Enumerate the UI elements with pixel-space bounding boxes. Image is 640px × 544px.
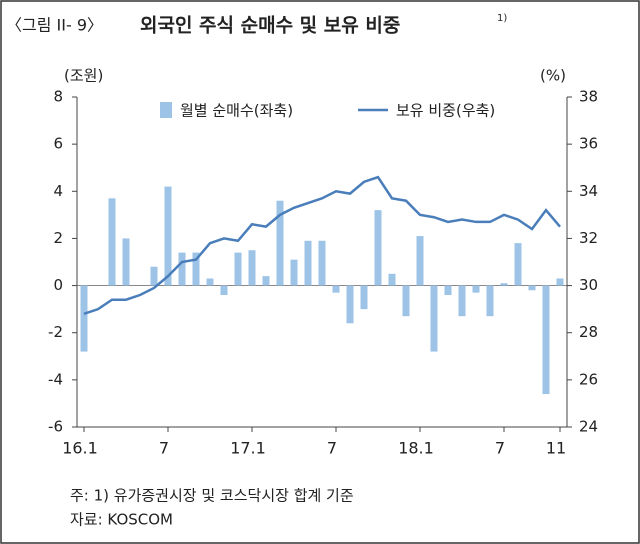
bar: [556, 278, 564, 286]
legend-label: 보유 비중(우축): [396, 102, 495, 120]
bar: [444, 285, 452, 295]
bar: [528, 285, 536, 291]
y-tick-label: 6: [53, 135, 63, 153]
bar: [318, 240, 326, 286]
y-tick-label: -4: [48, 370, 63, 388]
x-tick-label: 7: [327, 439, 337, 458]
bar: [262, 276, 270, 286]
title-note: 1): [497, 13, 507, 24]
x-tick-label: 7: [159, 439, 169, 458]
y2-tick-label: 36: [579, 135, 598, 153]
bar: [458, 285, 466, 317]
bar: [402, 285, 410, 317]
bar: [430, 285, 438, 352]
y2-unit: (%): [540, 67, 566, 85]
y2-tick-label: 24: [579, 418, 598, 436]
bar: [276, 200, 284, 286]
bar: [192, 252, 200, 286]
y2-tick-label: 34: [579, 182, 598, 200]
bar: [80, 285, 88, 352]
y-tick-label: 4: [53, 182, 63, 200]
x-tick-label: 16.1: [62, 439, 98, 458]
y2-tick-label: 28: [579, 323, 598, 341]
y-tick-label: -2: [48, 323, 63, 341]
bar: [360, 285, 368, 310]
bar: [416, 236, 424, 286]
y2-tick-label: 32: [579, 229, 598, 247]
bar: [290, 259, 298, 286]
bar: [514, 243, 522, 286]
y-tick-label: 2: [53, 229, 63, 247]
y2-tick-label: 26: [579, 370, 598, 388]
y-unit: (조원): [64, 67, 103, 85]
x-tick-label: 11: [546, 439, 566, 458]
bar: [248, 250, 256, 286]
legend-label: 월별 순매수(좌축): [180, 102, 293, 120]
line: [83, 175, 561, 316]
note: 주: 1) 유가증권시장 및 코스닥시장 합계 기준: [70, 487, 354, 505]
source: 자료: KOSCOM: [70, 511, 173, 529]
y-tick-label: 0: [53, 276, 63, 294]
bar: [332, 285, 340, 293]
bar: [164, 186, 172, 286]
bar: [388, 273, 396, 286]
y2-tick-label: 30: [579, 276, 598, 294]
y-tick-label: 8: [53, 88, 63, 106]
bar: [206, 278, 214, 286]
bar: [108, 198, 116, 286]
bar: [234, 252, 242, 286]
bar: [304, 240, 312, 286]
bar: [150, 266, 158, 286]
legend-swatch: [160, 102, 172, 118]
bar: [542, 285, 550, 394]
chart-title: 외국인 주식 순매수 및 보유 비중: [140, 15, 400, 37]
bar: [374, 210, 382, 286]
bar: [346, 285, 354, 324]
figure-label: 〈그림 II- 9〉: [6, 16, 103, 35]
bar: [486, 285, 494, 317]
bar: [472, 285, 480, 293]
y2-tick-label: 38: [579, 88, 598, 106]
bar: [178, 252, 186, 286]
x-tick-label: 18.1: [398, 439, 434, 458]
x-tick-label: 17.1: [230, 439, 266, 458]
bar: [500, 283, 508, 286]
bar: [122, 238, 130, 286]
bar: [220, 285, 228, 295]
x-tick-label: 7: [495, 439, 505, 458]
y-tick-label: -6: [48, 418, 63, 436]
